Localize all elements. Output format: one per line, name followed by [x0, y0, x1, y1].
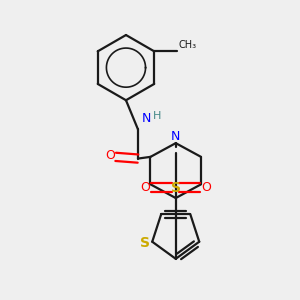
Text: O: O: [202, 181, 212, 194]
Text: CH₃: CH₃: [178, 40, 196, 50]
Text: O: O: [140, 181, 150, 194]
Text: N: N: [171, 130, 180, 143]
Text: S: S: [140, 236, 150, 250]
Text: O: O: [105, 149, 115, 162]
Text: S: S: [171, 181, 181, 195]
Text: H: H: [152, 111, 161, 121]
Text: N: N: [142, 112, 152, 125]
